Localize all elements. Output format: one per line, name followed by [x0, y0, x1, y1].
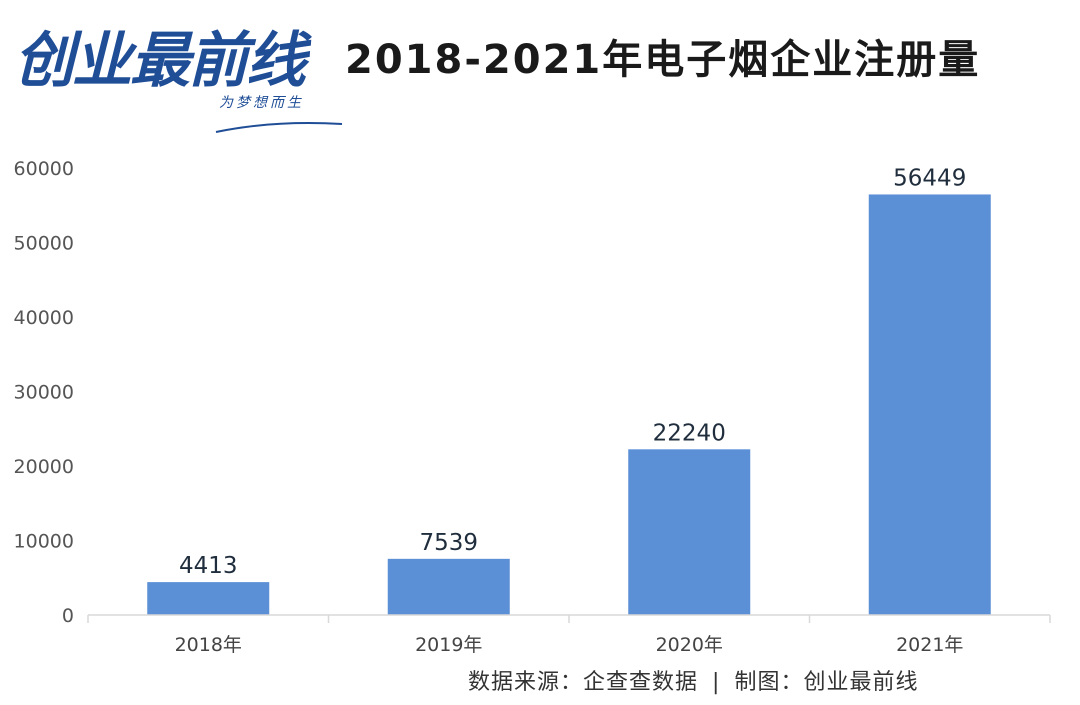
- bar: [147, 582, 270, 615]
- data-label: 4413: [179, 553, 238, 579]
- bar: [868, 194, 991, 615]
- bar: [387, 558, 510, 615]
- data-label: 56449: [893, 165, 966, 191]
- bar: [628, 449, 751, 615]
- x-tick-label: 2018年: [175, 634, 242, 656]
- y-tick-label: 60000: [14, 158, 74, 180]
- maker-label: 制图：创业最前线: [734, 670, 919, 695]
- source-label: 数据来源：企查查数据: [468, 670, 699, 695]
- data-labels: 4413 7539 22240 56449: [179, 165, 966, 579]
- y-tick-label: 40000: [14, 307, 74, 329]
- x-tick-label: 2020年: [656, 634, 723, 656]
- y-tick-label: 10000: [14, 531, 74, 553]
- x-axis-dividers: [87, 615, 1051, 623]
- footer-separator: |: [712, 670, 721, 695]
- y-tick-label: 30000: [14, 382, 74, 404]
- x-tick-label: 2019年: [415, 634, 482, 656]
- y-tick-label: 50000: [14, 233, 74, 255]
- x-tick-label: 2021年: [896, 634, 963, 656]
- logo-swoosh-icon: [215, 122, 343, 133]
- y-tick-label: 0: [62, 605, 74, 627]
- y-axis-ticks: 0 10000 20000 30000 40000 50000 60000: [14, 158, 74, 627]
- data-label: 22240: [653, 420, 726, 446]
- brand-logo: 创业最前线 为梦想而生: [14, 26, 343, 133]
- bar-series: [147, 194, 991, 615]
- x-axis-labels: 2018年 2019年 2020年 2021年: [175, 634, 964, 656]
- logo-wordmark: 创业最前线: [14, 26, 306, 96]
- data-label: 7539: [419, 530, 478, 556]
- y-tick-label: 20000: [14, 456, 74, 478]
- chart-title: 2018-2021年电子烟企业注册量: [345, 37, 981, 83]
- source-note: 数据来源：企查查数据 | 制图：创业最前线: [468, 664, 918, 696]
- logo-slogan: 为梦想而生: [219, 95, 304, 111]
